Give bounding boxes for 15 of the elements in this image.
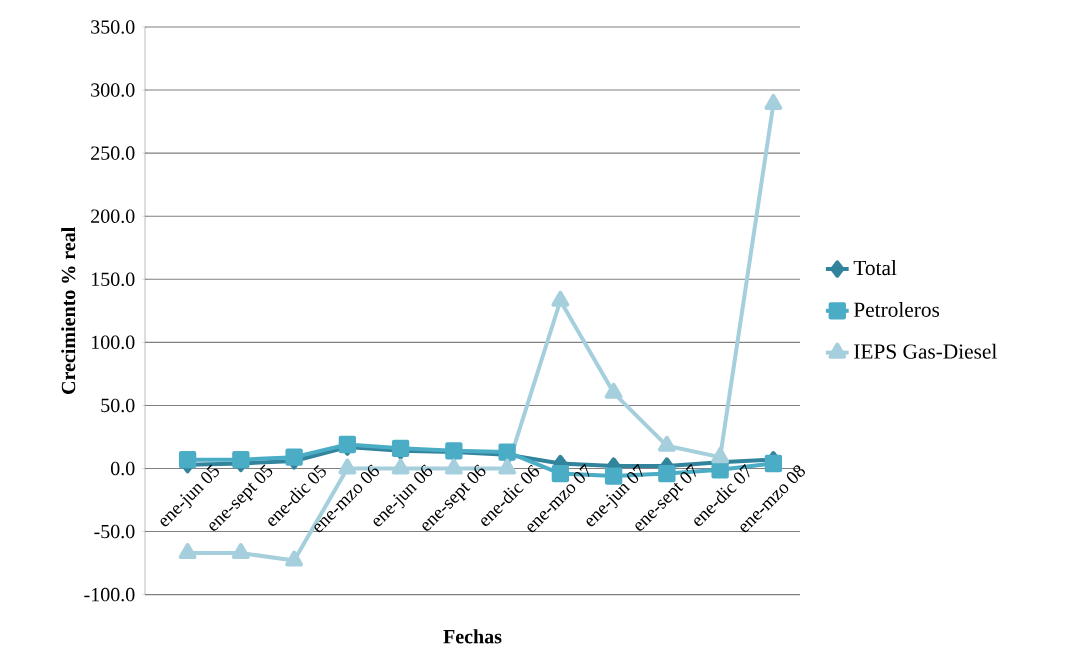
y-tick-label: 250.0 (91, 146, 135, 160)
legend-label: IEPS Gas-Diesel (854, 343, 997, 359)
y-tick-label: 150.0 (91, 272, 135, 287)
y-tick-label: -50.0 (94, 524, 135, 539)
y-tick-label: 0.0 (110, 461, 135, 476)
y-tick-label: 100.0 (91, 335, 135, 350)
y-tick-label: 300.0 (91, 83, 135, 97)
y-axis-title: Crecimiento % real (61, 227, 76, 394)
legend-label: Total (853, 260, 897, 276)
legend-label: Petroleros (853, 301, 940, 317)
y-tick-label: -100.0 (84, 587, 135, 602)
y-tick-label: 50.0 (101, 398, 135, 413)
y-tick-label: 200.0 (91, 209, 135, 224)
x-axis-title: Fechas (443, 629, 502, 644)
y-tick-label: 350.0 (91, 20, 135, 34)
